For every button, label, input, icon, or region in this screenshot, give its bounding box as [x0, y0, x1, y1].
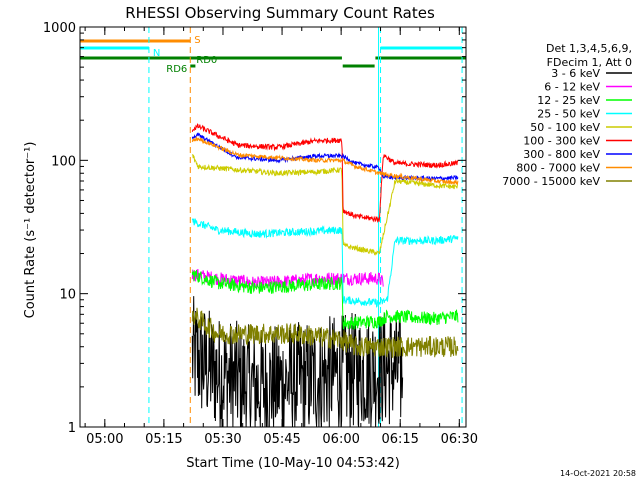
- series-line: [191, 135, 459, 186]
- legend-header-2: FDecim 1, Att 0: [547, 56, 632, 69]
- flag-label: RD0: [196, 55, 217, 66]
- legend-label: 25 - 50 keV: [537, 108, 600, 121]
- flag-label: S: [194, 35, 200, 46]
- legend-label: 300 - 800 keV: [523, 148, 600, 161]
- legend-label: 6 - 12 keV: [544, 81, 600, 94]
- x-tick-label: 06:15: [381, 432, 418, 447]
- flag-label: N: [153, 48, 160, 59]
- flag-bars: S N RD0 RD6: [80, 35, 466, 75]
- axes: 1 10 100 1000 05:00 05:15 05:30 05:45 06:00 06:15…: [43, 21, 478, 447]
- x-tick-label: 06:30: [441, 432, 478, 447]
- legend-label: 800 - 7000 keV: [516, 162, 600, 175]
- series-line: [191, 123, 459, 224]
- y-tick-label: 1000: [43, 21, 76, 36]
- series-group: [191, 123, 459, 428]
- x-tick-label: 05:30: [204, 432, 241, 447]
- legend-label: 7000 - 15000 keV: [502, 175, 600, 188]
- legend-header-1: Det 1,3,4,5,6,9,: [546, 42, 632, 55]
- legend-label: 50 - 100 keV: [530, 121, 600, 134]
- y-tick-label: 10: [59, 288, 76, 303]
- y-axis-label: Count Rate (s⁻¹ detector⁻¹): [23, 142, 38, 319]
- footer-date: 14-Oct-2021 20:58: [560, 469, 636, 478]
- legend-label: 100 - 300 keV: [523, 135, 600, 148]
- x-tick-label: 06:00: [322, 432, 359, 447]
- series-line: [191, 307, 459, 359]
- series-line: [191, 268, 384, 290]
- series-line: [191, 296, 404, 428]
- legend-label: 12 - 25 keV: [537, 94, 600, 107]
- x-tick-label: 05:00: [86, 432, 123, 447]
- legend-label: 3 - 6 keV: [551, 67, 600, 80]
- series-line: [191, 269, 459, 330]
- flag-label: RD6: [166, 64, 187, 75]
- plot-frame: [79, 26, 467, 428]
- x-axis-label: Start Time (10-May-10 04:53:42): [186, 456, 400, 471]
- legend: Det 1,3,4,5,6,9, FDecim 1, Att 0 3 - 6 k…: [502, 42, 632, 188]
- y-tick-label: 100: [51, 154, 76, 169]
- chart-title: RHESSI Observing Summary Count Rates: [125, 4, 435, 22]
- x-tick-label: 05:15: [145, 432, 182, 447]
- y-tick-label: 1: [68, 421, 76, 436]
- x-tick-label: 05:45: [263, 432, 300, 447]
- series-line: [192, 153, 458, 256]
- series-line: [191, 218, 459, 308]
